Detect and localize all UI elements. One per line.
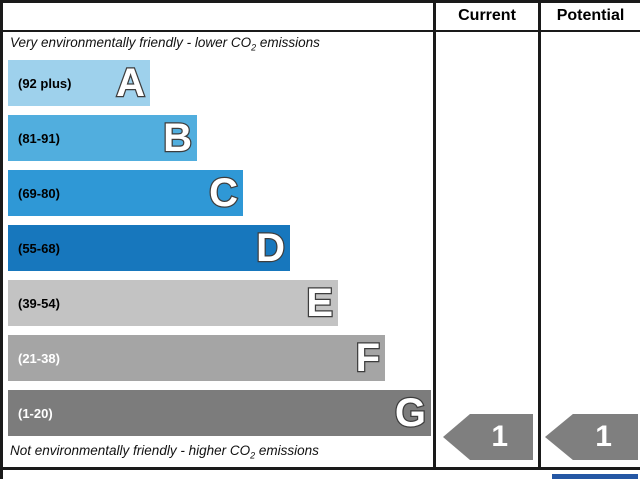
grid-line-col-current [433, 0, 436, 468]
grid-line-header-bottom [0, 30, 640, 32]
current-rating-arrow: 1 [443, 414, 533, 460]
current-rating-value: 1 [491, 420, 509, 453]
header-current-label: Current [458, 7, 516, 24]
band-range-label: (1-20) [18, 405, 53, 421]
band-range-label: (55-68) [18, 240, 60, 256]
band-row-e: (39-54) E [8, 280, 338, 326]
band-row-d: (55-68) D [8, 225, 290, 271]
grid-line-col-potential [538, 0, 541, 468]
eu-logo-box-sliver [552, 474, 638, 479]
band-range-label: (21-38) [18, 350, 60, 366]
band-row-a: (92 plus) A [8, 60, 150, 106]
bottom-note: Not environmentally friendly - higher CO… [10, 443, 319, 461]
band-row-f: (21-38) F [8, 335, 385, 381]
band-row-c: (69-80) C [8, 170, 243, 216]
potential-rating-arrow: 1 [545, 414, 638, 460]
top-note: Very environmentally friendly - lower CO… [10, 35, 320, 53]
band-row-g: (1-20) G [8, 390, 431, 436]
band-range-label: (39-54) [18, 295, 60, 311]
band-range-label: (69-80) [18, 185, 60, 201]
band-letter: G [394, 391, 428, 435]
band-range-label: (81-91) [18, 130, 60, 146]
header-potential-label: Potential [556, 7, 625, 24]
band-letter: C [208, 171, 239, 215]
band-letter: D [255, 226, 286, 270]
grid-line-chart-bottom [0, 467, 640, 470]
band-letter: B [162, 116, 193, 160]
potential-rating-value: 1 [595, 420, 612, 453]
grid-line-left [0, 0, 3, 479]
band-range-label: (92 plus) [18, 75, 72, 91]
band-letter: A [115, 61, 146, 105]
band-letter: F [354, 336, 381, 380]
grid-line-top [0, 0, 640, 3]
band-row-b: (81-91) B [8, 115, 197, 161]
band-letter: E [305, 281, 334, 325]
